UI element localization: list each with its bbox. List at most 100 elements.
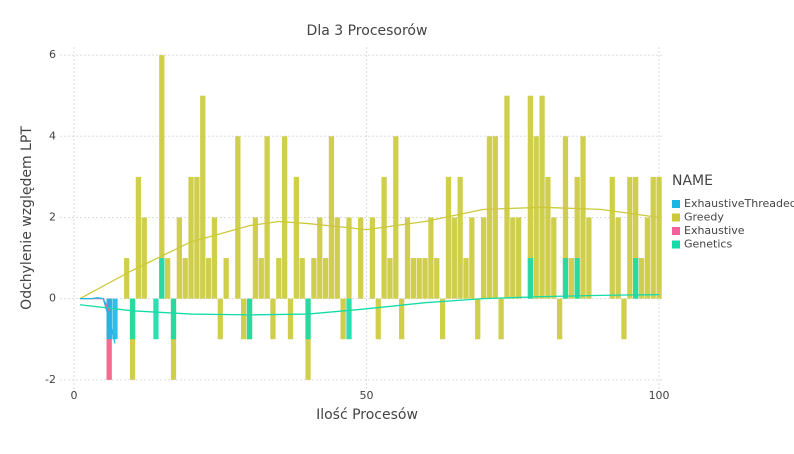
bar [539, 95, 545, 299]
bar [159, 258, 165, 299]
legend-swatch [672, 227, 680, 235]
bar [586, 217, 592, 299]
bar [568, 258, 574, 299]
bar [562, 136, 569, 299]
bar [498, 298, 504, 340]
bar [621, 298, 627, 340]
bar [609, 176, 615, 299]
bar [375, 298, 381, 340]
bar [182, 258, 188, 299]
bar [475, 298, 481, 340]
bar [369, 217, 376, 299]
bar [574, 258, 580, 299]
bar [334, 217, 340, 299]
bar [305, 298, 311, 340]
bar [638, 258, 645, 299]
bar [241, 298, 247, 340]
bar [322, 258, 329, 299]
bar [258, 258, 264, 299]
bar [153, 298, 159, 340]
y-tick-label: 6 [49, 48, 56, 61]
bar [404, 217, 411, 299]
bar [393, 136, 399, 299]
bar [562, 258, 569, 299]
bar [533, 136, 539, 299]
bar [200, 95, 206, 299]
bar [194, 176, 200, 299]
bar [170, 298, 177, 340]
bar [469, 217, 475, 299]
bar [252, 217, 259, 299]
x-tick-label: 50 [360, 389, 374, 402]
chart-title: Dla 3 Procesorów [307, 23, 428, 39]
legend-swatch [672, 240, 680, 249]
bar [223, 258, 229, 299]
bar [492, 136, 498, 299]
bar [480, 217, 487, 299]
bar [445, 176, 452, 299]
bar [358, 217, 364, 299]
bar [124, 258, 130, 299]
bar [574, 176, 580, 299]
bar [510, 217, 516, 299]
bar [627, 176, 633, 299]
x-tick-label: 100 [649, 389, 670, 402]
bar [545, 176, 551, 299]
bar [282, 136, 288, 299]
bar [399, 298, 405, 340]
bar [112, 298, 118, 340]
bar [451, 217, 457, 299]
bar [416, 258, 422, 299]
bar [486, 136, 493, 299]
bar [211, 217, 218, 299]
bar [346, 298, 352, 340]
bar [217, 298, 223, 340]
bar [387, 258, 393, 299]
bar [615, 217, 621, 299]
bar [141, 217, 147, 299]
bar [434, 258, 440, 299]
y-axis-label: Odchylenie względem LPT [19, 126, 35, 310]
bar [410, 258, 416, 299]
legend-label: Greedy [684, 211, 724, 224]
trend-line [79, 297, 116, 344]
x-tick-label: 0 [71, 389, 78, 402]
bar [463, 258, 469, 299]
bar [311, 258, 317, 299]
bar [264, 136, 270, 299]
bar [633, 176, 639, 299]
bar [633, 258, 639, 299]
y-tick-label: 4 [49, 129, 56, 142]
bar [287, 298, 294, 340]
bar [504, 95, 510, 299]
bar [159, 55, 165, 299]
legend-label: ExhaustiveThreaded [684, 197, 794, 210]
bar [299, 258, 305, 299]
bar [428, 217, 434, 299]
bar [270, 298, 276, 340]
bar [439, 298, 446, 340]
y-tick-label: 0 [49, 292, 56, 305]
bar [235, 136, 241, 299]
bar [129, 298, 136, 340]
y-tick-label: 2 [49, 210, 56, 223]
bar [340, 298, 346, 340]
bar [276, 258, 282, 299]
bar [165, 258, 171, 299]
bar [556, 298, 563, 340]
bar [527, 258, 533, 299]
legend-label: Exhaustive [684, 224, 745, 237]
bar [644, 217, 651, 299]
legend-swatch [672, 200, 680, 208]
trend-line [79, 206, 660, 300]
bar [328, 136, 335, 299]
bar [176, 217, 182, 299]
legend-swatch [672, 213, 680, 222]
bar [135, 176, 142, 299]
bar [650, 176, 656, 299]
trend-line [79, 293, 660, 316]
bar [580, 136, 586, 299]
bar [293, 176, 299, 299]
x-axis-label: Ilość Procesów [316, 407, 418, 423]
